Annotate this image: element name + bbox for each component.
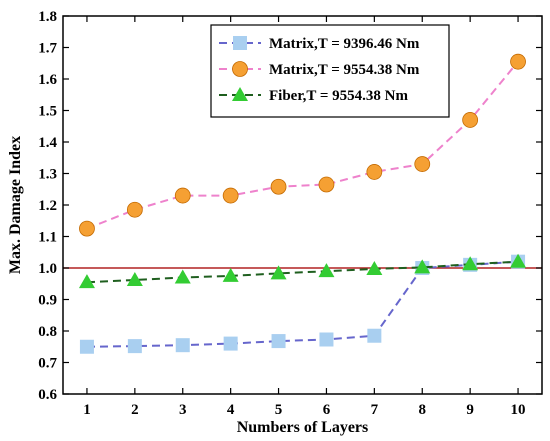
y-axis-title: Max. Damage Index [7, 136, 24, 274]
x-tick-label: 5 [275, 402, 283, 418]
data-point [270, 178, 287, 195]
y-tick-label: 0.8 [38, 324, 57, 340]
data-point [222, 267, 239, 282]
data-point [510, 53, 526, 70]
data-point [222, 187, 239, 204]
data-point [367, 328, 382, 343]
data-point [78, 274, 95, 289]
data-point [414, 259, 431, 274]
y-tick-label: 0.7 [38, 356, 57, 372]
x-tick-label: 6 [323, 402, 331, 418]
legend-marker [233, 36, 247, 50]
y-tick-label: 1.2 [38, 198, 57, 214]
legend-entry: Matrix,T = 9554.38 Nm [219, 61, 420, 78]
data-point [174, 269, 191, 284]
x-tick-label: 3 [179, 402, 187, 418]
data-point [319, 332, 334, 347]
y-tick-label: 0.6 [38, 387, 57, 403]
data-point [126, 271, 143, 286]
x-tick-label: 1 [83, 402, 91, 418]
legend: Matrix,T = 9396.46 Nm Matrix,T = 9554.38 … [210, 24, 450, 118]
legend-marker [232, 61, 248, 77]
y-tick-label: 0.9 [38, 293, 57, 309]
y-tick-label: 1.1 [38, 230, 57, 246]
data-point [126, 201, 143, 218]
data-point [510, 253, 527, 268]
legend-label: Fiber,T = 9554.38 Nm [269, 88, 408, 104]
data-point [175, 338, 190, 353]
x-axis-title: Numbers of Layers [237, 419, 369, 436]
data-point [462, 112, 479, 128]
data-point [366, 260, 383, 275]
series-1 [79, 254, 526, 354]
data-point [223, 336, 238, 351]
data-point [79, 339, 94, 354]
data-point [174, 187, 191, 204]
axes-layer: 0.6 0.7 0.8 0.9 1.0 1.1 1.2 1.3 1.4 1.5 1.6 1.7 1.8 1… [7, 9, 543, 436]
y-tick-label: 1.8 [38, 9, 57, 25]
series-2 [79, 53, 526, 237]
legend-label: Matrix,T = 9396.46 Nm [269, 36, 420, 52]
plot-layer [63, 53, 542, 354]
legend-label: Matrix,T = 9554.38 Nm [269, 62, 420, 78]
y-tick-label: 1.5 [38, 104, 57, 120]
data-point [270, 265, 287, 280]
data-point [414, 156, 431, 172]
y-tick-label: 1.3 [38, 167, 57, 183]
y-tick-label: 1.4 [38, 135, 57, 151]
y-tick-label: 1.7 [38, 41, 57, 57]
data-point [79, 220, 95, 237]
y-tick-label: 1.6 [38, 72, 57, 88]
y-tick-label: 1.0 [38, 261, 57, 277]
legend-marker [232, 87, 248, 101]
x-tick-label: 2 [131, 402, 139, 418]
x-tick-label: 10 [511, 402, 526, 418]
x-tick-label: 4 [227, 402, 235, 418]
legend-entry: Matrix,T = 9396.46 Nm [219, 36, 420, 52]
series-line [86, 61, 519, 230]
data-point [462, 256, 479, 271]
data-point [366, 164, 383, 180]
legend-box [210, 24, 450, 118]
series-line [86, 260, 519, 348]
x-tick-label: 8 [419, 402, 427, 418]
data-point [318, 263, 335, 278]
data-point [318, 176, 335, 193]
x-tick-label: 9 [466, 402, 474, 418]
series-line [86, 260, 519, 284]
legend-entry: Fiber,T = 9554.38 Nm [219, 87, 408, 104]
series-3 [78, 253, 527, 289]
x-tick-label: 7 [371, 402, 379, 418]
data-point [271, 334, 286, 349]
data-point [127, 339, 142, 354]
